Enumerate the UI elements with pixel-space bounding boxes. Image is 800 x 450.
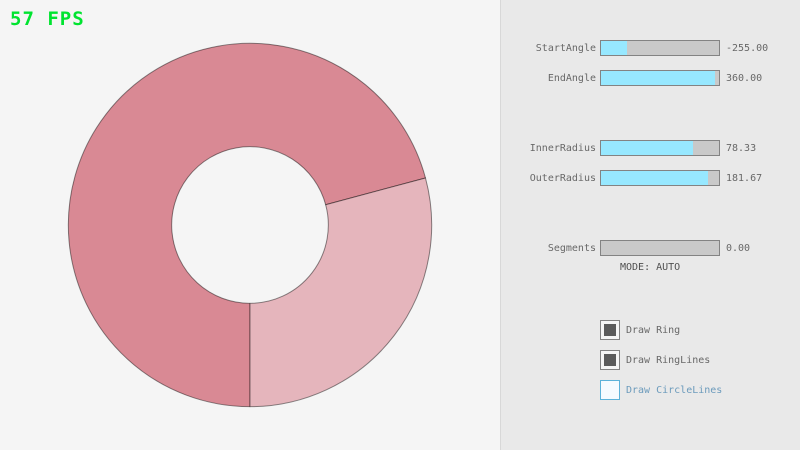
slider-row-start-angle: StartAngle -255.00	[456, 40, 768, 56]
mode-label: MODE: AUTO	[620, 262, 681, 273]
end-angle-slider[interactable]	[600, 70, 720, 86]
draw-ring-label: Draw Ring	[626, 324, 681, 336]
outer-radius-label: OuterRadius	[529, 172, 596, 184]
slider-row-segments: Segments 0.00	[456, 240, 750, 256]
outer-radius-value: 181.67	[726, 172, 763, 184]
draw-ringlines-label: Draw RingLines	[626, 354, 711, 366]
slider-row-end-angle: EndAngle 360.00	[456, 70, 762, 86]
inner-radius-slider[interactable]	[600, 140, 720, 156]
end-angle-value: 360.00	[726, 72, 763, 84]
segments-label: Segments	[547, 242, 596, 254]
checkbox-row-draw-circlelines: Draw CircleLines	[600, 380, 722, 400]
ring-canvas	[67, 42, 433, 408]
fps-counter: 57 FPS	[10, 8, 85, 30]
checkbox-row-draw-ring: Draw Ring	[600, 320, 680, 340]
draw-circlelines-label: Draw CircleLines	[626, 384, 723, 396]
outer-radius-slider-fill	[601, 171, 709, 185]
ring-sector-dark	[67, 42, 427, 408]
end-angle-slider-fill	[601, 71, 716, 85]
start-angle-slider-fill	[601, 41, 627, 55]
inner-radius-value: 78.33	[726, 142, 757, 154]
inner-radius-slider-fill	[601, 141, 694, 155]
ring-sector-light	[249, 177, 433, 408]
slider-row-outer-radius: OuterRadius 181.67	[456, 170, 762, 186]
start-angle-label: StartAngle	[535, 42, 596, 54]
start-angle-slider[interactable]	[600, 40, 720, 56]
draw-ring-checkbox[interactable]	[600, 320, 620, 340]
segments-slider[interactable]	[600, 240, 720, 256]
slider-row-inner-radius: InnerRadius 78.33	[456, 140, 756, 156]
draw-ringlines-checkbox[interactable]	[600, 350, 620, 370]
draw-circlelines-checkbox[interactable]	[600, 380, 620, 400]
end-angle-label: EndAngle	[547, 72, 596, 84]
outer-radius-slider[interactable]	[600, 170, 720, 186]
segments-value: 0.00	[726, 242, 751, 254]
checkbox-row-draw-ringlines: Draw RingLines	[600, 350, 710, 370]
inner-radius-label: InnerRadius	[529, 142, 596, 154]
start-angle-value: -255.00	[726, 42, 769, 54]
